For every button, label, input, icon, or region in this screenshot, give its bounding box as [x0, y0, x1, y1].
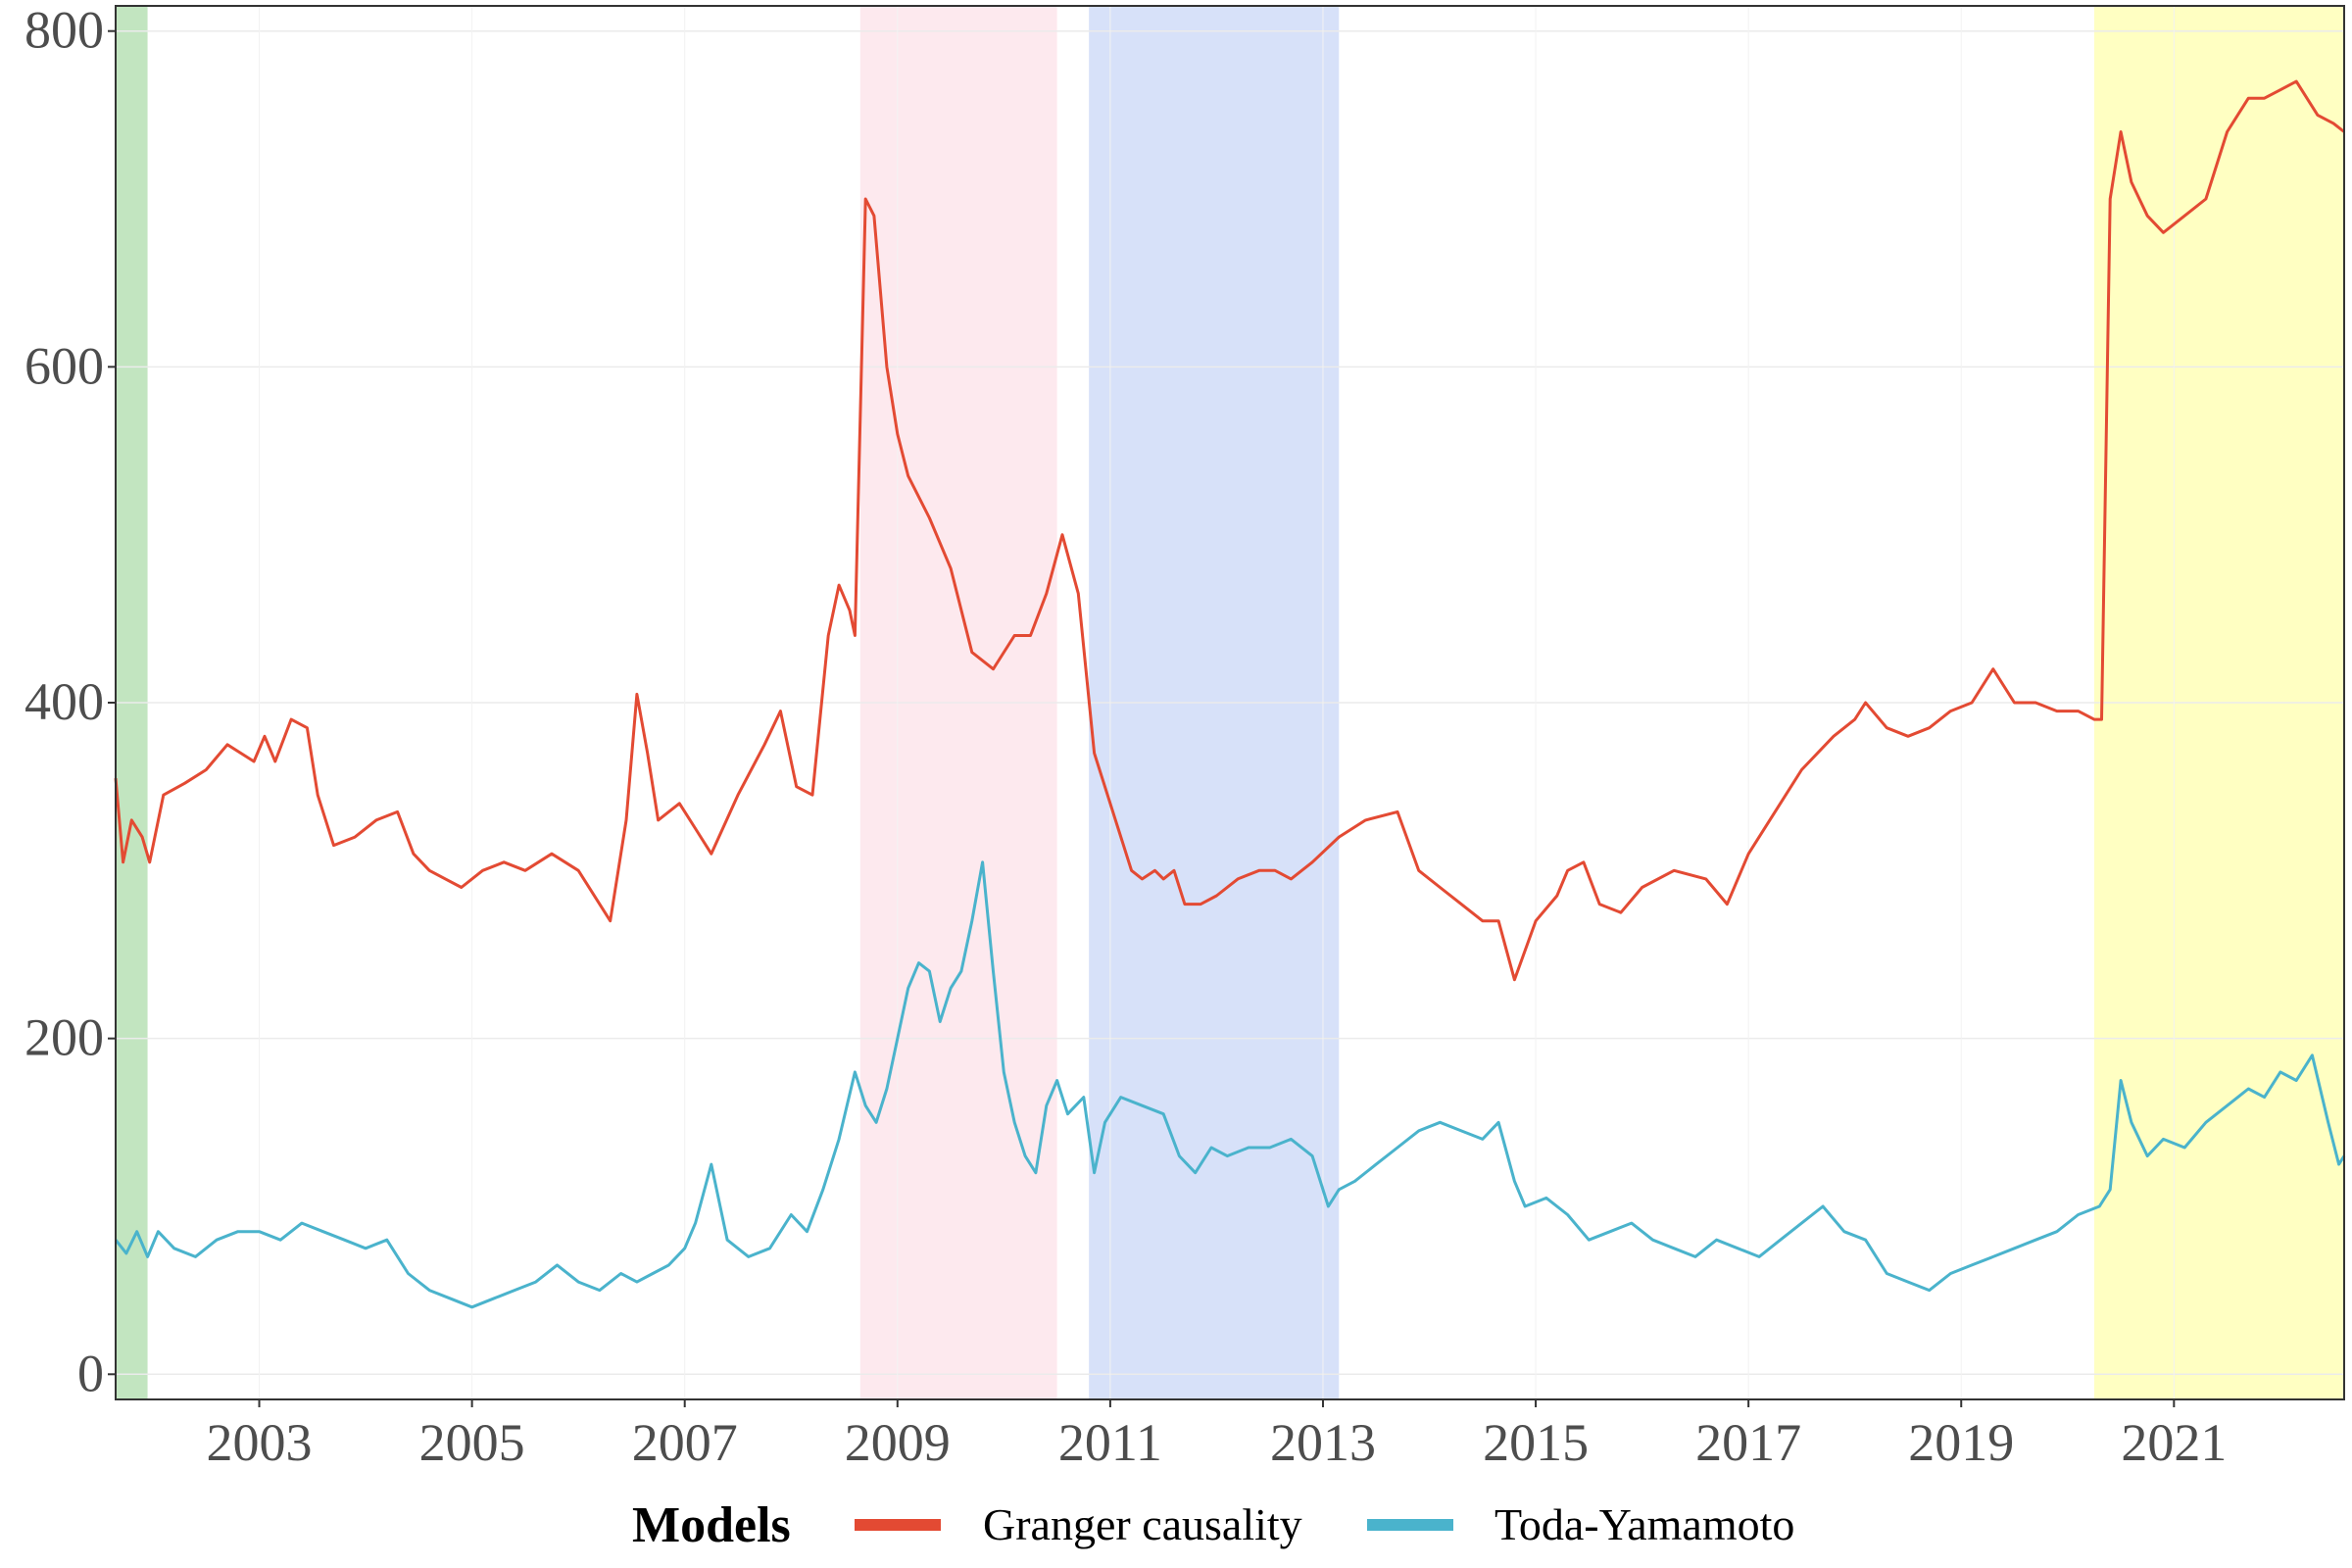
axes: 0 200 400 600 800 2003 2005 2007 2009 2011 2013 201…: [24, 1, 2345, 1472]
x-tick-label: 2005: [419, 1413, 525, 1472]
legend-label: Toda-Yamamoto: [1494, 1499, 1794, 1549]
x-tick-label: 2013: [1270, 1413, 1376, 1472]
legend-label: Granger causality: [983, 1499, 1302, 1549]
x-tick-label: 2019: [1908, 1413, 2014, 1472]
series-line: [114, 860, 2346, 1309]
y-tick-label: 200: [24, 1008, 104, 1067]
y-tick-label: 0: [77, 1344, 104, 1402]
x-tick-label: 2011: [1058, 1413, 1162, 1472]
gridlines: [116, 6, 2344, 1399]
series-lines: [114, 79, 2346, 1309]
x-tick-label: 2017: [1695, 1413, 1801, 1472]
x-tick-label: 2021: [2121, 1413, 2227, 1472]
series-line: [114, 79, 2345, 982]
x-tick-label: 2009: [845, 1413, 951, 1472]
y-tick-label: 400: [24, 672, 104, 731]
x-tick-label: 2003: [207, 1413, 313, 1472]
x-tick-label: 2015: [1483, 1413, 1589, 1472]
y-tick-label: 600: [24, 336, 104, 395]
legend-title: Models: [632, 1497, 791, 1553]
x-tick-label: 2007: [632, 1413, 738, 1472]
legend: Models Granger causality Toda-Yamamoto: [632, 1497, 1794, 1553]
y-tick-label: 800: [24, 1, 104, 60]
